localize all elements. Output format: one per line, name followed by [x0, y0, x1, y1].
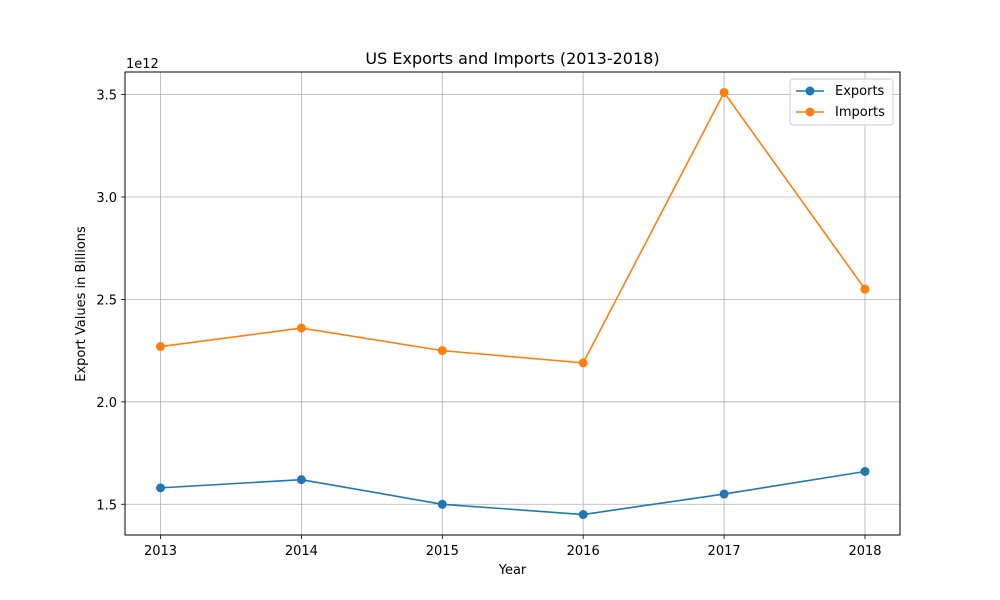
- data-point-exports: [578, 510, 588, 520]
- series-layer: [156, 87, 870, 520]
- series-line-imports: [160, 90, 866, 364]
- data-point-imports: [719, 87, 729, 97]
- legend-marker-imports: [805, 107, 815, 117]
- y-tick-label: 3.0: [96, 191, 117, 206]
- series-line-exports: [160, 470, 866, 516]
- legend-label-exports: Exports: [835, 84, 885, 99]
- data-point-imports: [578, 358, 588, 368]
- data-point-imports: [860, 284, 870, 294]
- y-tick-label: 1.5: [96, 498, 117, 513]
- data-point-exports: [437, 499, 447, 509]
- x-tick-label: 2015: [426, 544, 459, 559]
- grid: [125, 72, 900, 535]
- data-point-exports: [719, 489, 729, 499]
- data-point-exports: [156, 483, 165, 493]
- legend: Exports Imports: [789, 78, 894, 126]
- chart-title: US Exports and Imports (2013-2018): [365, 49, 659, 68]
- y-axis-label: Export Values in Billions: [74, 226, 89, 382]
- data-point-exports: [296, 475, 306, 485]
- legend-marker-exports: [805, 86, 815, 96]
- data-point-imports: [296, 323, 306, 333]
- x-tick-label: 2017: [708, 544, 741, 559]
- x-tick-label: 2014: [285, 544, 318, 559]
- data-point-imports: [437, 346, 447, 356]
- data-point-exports: [860, 466, 870, 476]
- y-tick-label: 2.0: [96, 396, 117, 411]
- x-axis-label: Year: [498, 563, 527, 578]
- y-tick-label: 3.5: [96, 89, 117, 104]
- x-tick-label: 2016: [567, 544, 600, 559]
- ticks: 2013 2014 2015 2016 2017 2018 1.5 2.0 2.5 3.0 3.5: [96, 89, 881, 559]
- x-tick-label: 2013: [144, 544, 177, 559]
- legend-label-imports: Imports: [835, 105, 885, 120]
- data-point-imports: [156, 342, 165, 352]
- plot-frame: [124, 71, 901, 536]
- x-tick-label: 2018: [848, 544, 881, 559]
- y-tick-label: 2.5: [96, 293, 117, 308]
- y-offset-label: 1e12: [126, 57, 159, 72]
